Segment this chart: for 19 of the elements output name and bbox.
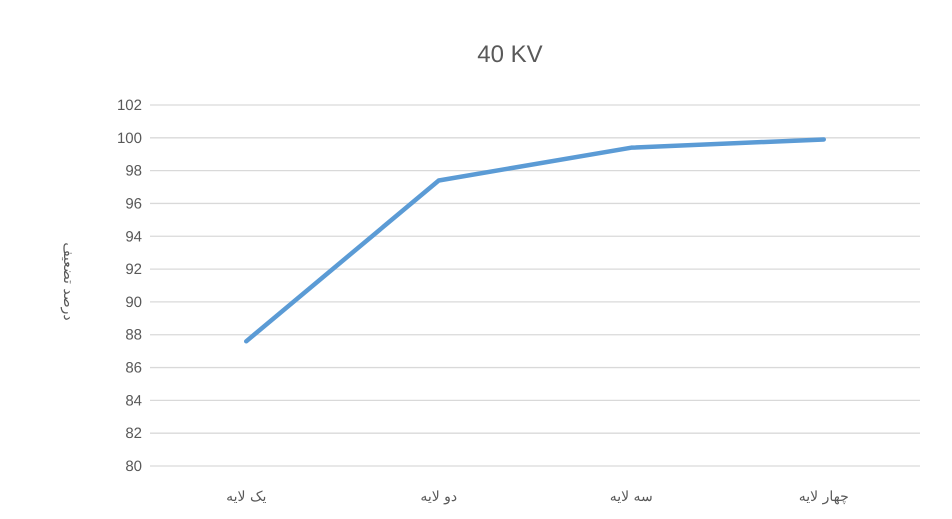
y-tick-label: 86	[125, 360, 142, 377]
y-tick-label: 88	[125, 326, 142, 344]
y-tick-label: 84	[125, 392, 142, 410]
x-tick-label: سه لایه	[610, 489, 653, 505]
y-tick-label: 80	[125, 458, 142, 475]
chart-title: 40 KV	[477, 41, 543, 68]
y-axis-title: درصد تضعیف	[60, 242, 76, 321]
y-tick-label: 82	[125, 425, 142, 442]
x-tick-label: چهار لایه	[798, 489, 849, 505]
y-tick-label: 98	[125, 162, 142, 180]
y-tick-label: 100	[116, 130, 142, 147]
y-tick-label: 102	[116, 97, 142, 114]
x-tick-label: یک لایه	[226, 489, 266, 505]
line-series	[244, 137, 826, 344]
y-tick-label: 90	[125, 294, 142, 311]
y-tick-label: 94	[125, 228, 142, 246]
x-tick-label: دو لایه	[420, 489, 458, 505]
y-tick-label: 92	[125, 261, 142, 278]
y-tick-label: 96	[125, 195, 142, 212]
